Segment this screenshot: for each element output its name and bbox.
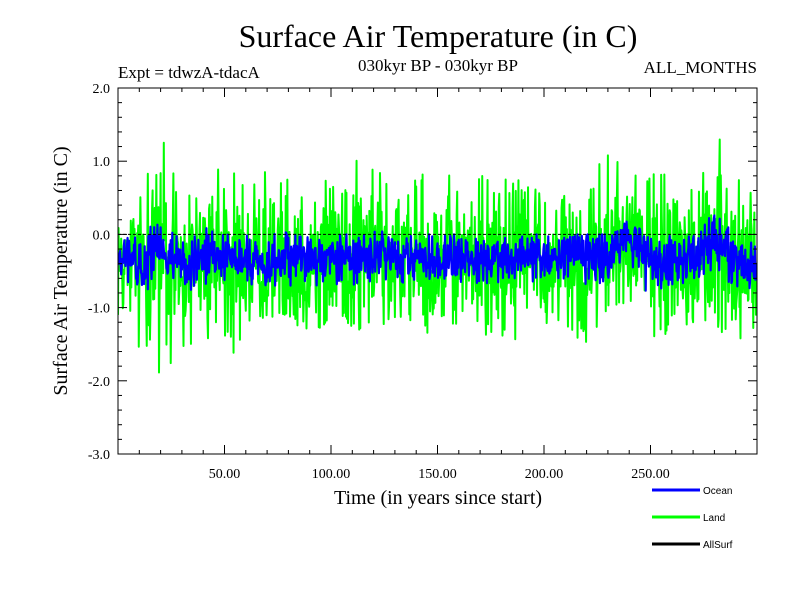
- tick-layer: 50.00 100.00 150.00 200.00 250.00 -3.0 -2.0 -1.…: [88, 82, 757, 482]
- legend-label-ocean: Ocean: [703, 486, 732, 497]
- legend-label-land: Land: [703, 513, 725, 524]
- x-tick-label: 100.00: [312, 467, 351, 482]
- chart-title: Surface Air Temperature (in C): [239, 18, 638, 54]
- x-tick-label: 50.00: [209, 467, 241, 482]
- y-tick-label: 0.0: [93, 228, 111, 243]
- y-tick-label: 2.0: [93, 82, 111, 97]
- months-label: ALL_MONTHS: [644, 58, 757, 77]
- y-axis-label: Surface Air Temperature (in C): [50, 146, 72, 395]
- y-tick-label: -2.0: [88, 375, 110, 390]
- y-tick-label: -1.0: [88, 302, 110, 317]
- x-tick-label: 200.00: [525, 467, 564, 482]
- series-layer: [118, 138, 757, 374]
- x-tick-label: 150.00: [418, 467, 457, 482]
- x-axis-label: Time (in years since start): [334, 487, 542, 509]
- legend-label-allsurf: AllSurf: [703, 540, 733, 551]
- period-label: 030kyr BP - 030kyr BP: [358, 56, 518, 75]
- experiment-label: Expt = tdwzA-tdacA: [118, 63, 260, 82]
- series-line-ocean: [118, 214, 757, 292]
- x-tick-label: 250.00: [631, 467, 670, 482]
- y-tick-label: -3.0: [88, 448, 110, 463]
- y-tick-label: 1.0: [93, 155, 111, 170]
- legend: Ocean Land AllSurf: [652, 486, 733, 551]
